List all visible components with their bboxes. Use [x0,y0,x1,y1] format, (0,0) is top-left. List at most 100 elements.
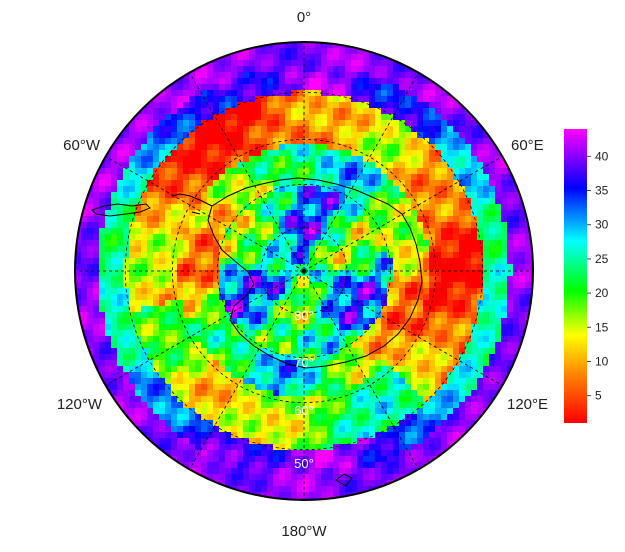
field-cell [165,258,172,265]
field-cell [219,312,226,319]
field-cell [165,120,172,127]
field-cell [243,342,250,349]
field-cell [273,312,280,319]
field-cell [129,336,136,343]
field-cell [405,276,412,283]
field-cell [417,240,424,247]
field-cell [189,420,196,427]
field-cell [459,186,466,193]
field-cell [405,462,412,469]
field-cell [495,240,502,247]
field-cell [309,384,316,391]
field-cell [261,78,268,85]
field-cell [429,204,436,211]
field-cell [225,180,232,187]
field-cell [219,84,226,91]
field-cell [273,96,280,103]
field-cell [207,108,214,115]
field-cell [477,402,484,409]
field-cell [129,258,136,265]
field-cell [231,108,238,115]
field-cell [429,180,436,187]
field-cell [93,228,100,235]
field-cell [279,156,286,163]
field-cell [231,120,238,127]
field-cell [309,96,316,103]
field-cell [303,240,310,247]
field-cell [381,222,388,229]
field-cell [135,348,142,355]
field-cell [165,330,172,337]
field-cell [183,462,190,469]
field-cell [363,162,370,169]
colorbar-tick-label: 35 [595,184,609,198]
field-cell [273,144,280,151]
field-cell [369,402,376,409]
field-cell [357,174,364,181]
field-cell [255,48,262,55]
field-cell [129,270,136,277]
field-cell [339,126,346,133]
field-cell [237,234,244,241]
field-cell [147,246,154,253]
field-cell [453,174,460,181]
field-cell [339,306,346,313]
field-cell [441,240,448,247]
field-cell [207,438,214,445]
field-cell [135,216,142,223]
field-cell [303,234,310,241]
field-cell [483,150,490,157]
field-cell [333,222,340,229]
field-cell [81,312,88,319]
field-cell [321,180,328,187]
field-cell [207,150,214,157]
field-cell [141,126,148,133]
colorbar-tick-label: 10 [595,354,609,368]
field-cell [345,324,352,331]
field-cell [201,378,208,385]
field-cell [483,348,490,355]
field-cell [297,282,304,289]
field-cell [387,108,394,115]
field-cell [279,162,286,169]
field-cell [339,492,346,499]
field-cell [309,462,316,469]
field-cell [453,372,460,379]
field-cell [423,342,430,349]
field-cell [243,408,250,415]
field-cell [291,456,298,463]
field-cell [171,84,178,91]
field-cell [351,264,358,271]
field-cell [513,264,520,271]
field-cell [201,468,208,475]
field-cell [465,168,472,175]
field-cell [153,450,160,457]
field-cell [405,432,412,439]
field-cell [93,210,100,217]
field-cell [255,258,262,265]
field-cell [417,426,424,433]
field-cell [315,288,322,295]
field-cell [237,306,244,313]
field-cell [171,348,178,355]
field-cell [129,186,136,193]
field-cell [93,294,100,301]
field-cell [417,336,424,343]
field-cell [447,294,454,301]
field-cell [375,84,382,91]
field-cell [489,324,496,331]
field-cell [171,228,178,235]
field-cell [237,366,244,373]
field-cell [237,450,244,457]
field-cell [339,66,346,73]
field-cell [171,408,178,415]
field-cell [213,330,220,337]
field-cell [369,426,376,433]
field-cell [513,342,520,349]
field-cell [267,432,274,439]
field-cell [477,264,484,271]
field-cell [327,384,334,391]
field-cell [261,54,268,61]
field-cell [333,210,340,217]
field-cell [123,276,130,283]
